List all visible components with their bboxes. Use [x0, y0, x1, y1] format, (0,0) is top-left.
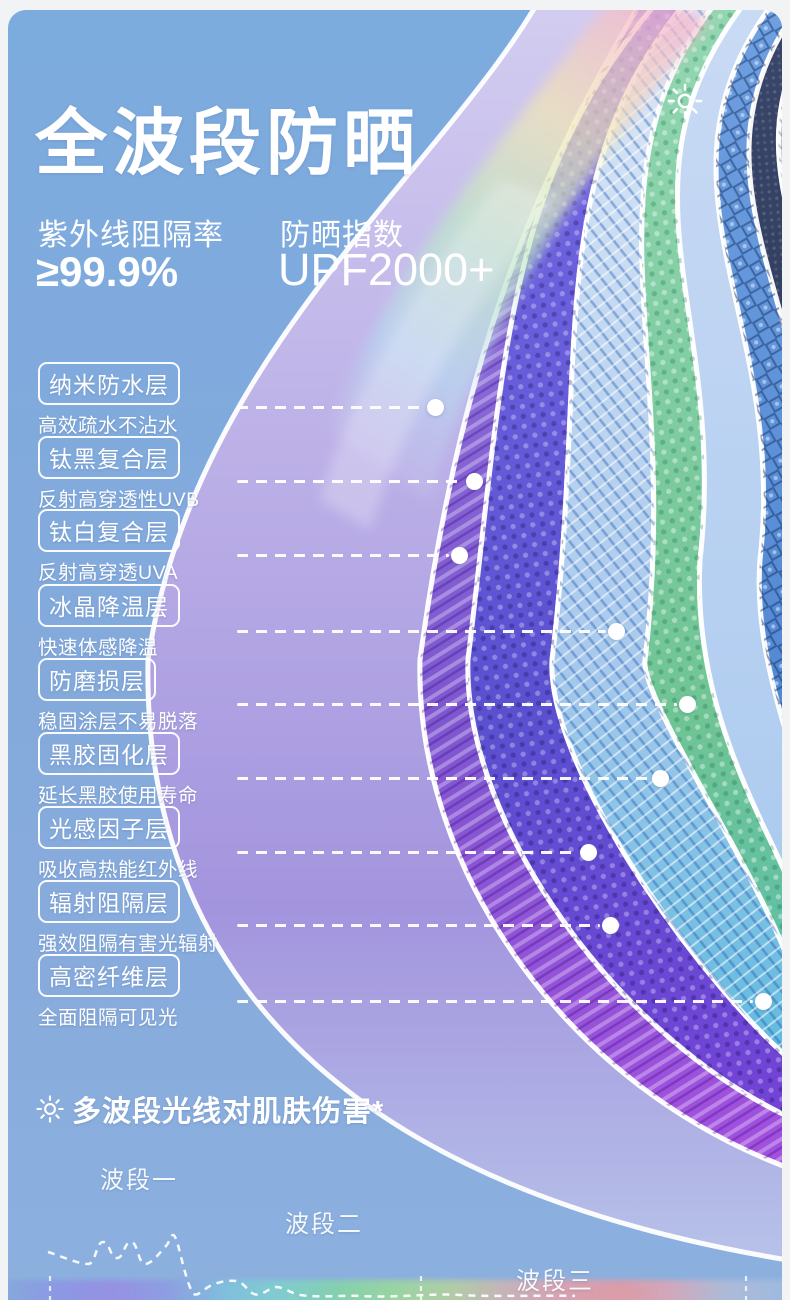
layer-row: 冰晶降温层 快速体感降温 [38, 584, 268, 660]
page-title: 全波段防晒 [35, 104, 421, 184]
layer-desc: 延长黑胶使用寿命 [38, 785, 199, 807]
layer-row: 光感因子层 吸收高热能红外线 [38, 806, 268, 882]
product-card [8, 10, 782, 1300]
damage-section-title: 多波段光线对肌肤伤害* [36, 1088, 384, 1130]
layer-name-badge: 辐射阻隔层 [38, 880, 180, 923]
uv-block-value: ≥99.9% [36, 248, 179, 295]
upf-value: UPF2000+ [278, 244, 495, 295]
umbrella-layers-illustration [8, 10, 782, 1300]
leader-dot [466, 473, 483, 490]
layer-row: 高密纤维层 全面阻隔可见光 [38, 954, 268, 1030]
layer-name-badge: 纳米防水层 [38, 362, 180, 405]
layer-row: 钛黑复合层 反射高穿透性UVB [38, 436, 268, 512]
layer-desc: 强效阻隔有害光辐射 [38, 933, 219, 955]
leader-line [237, 630, 606, 633]
layer-row: 黑胶固化层 延长黑胶使用寿命 [38, 732, 268, 808]
layer-desc: 全面阻隔可见光 [38, 1007, 179, 1029]
leader-dot [755, 993, 772, 1010]
layer-row: 纳米防水层 高效疏水不沾水 [38, 362, 268, 438]
leader-dot [580, 844, 597, 861]
band-label-1: 波段一 [100, 1167, 178, 1194]
leader-line [237, 703, 677, 706]
upf-label: 防晒指数 [280, 219, 404, 252]
leader-line [237, 1000, 753, 1003]
leader-dot [679, 696, 696, 713]
leader-line [237, 406, 425, 409]
layer-row: 防磨损层 稳固涂层不易脱落 [38, 658, 268, 734]
layer-name-badge: 黑胶固化层 [38, 732, 180, 775]
damage-title-text: 多波段光线对肌肤伤害* [72, 1096, 385, 1128]
layer-name-badge: 钛黑复合层 [38, 436, 180, 479]
band-label-2: 波段二 [285, 1211, 363, 1238]
layer-row: 钛白复合层 反射高穿透UVA [38, 509, 268, 585]
layer-desc: 反射高穿透UVA [38, 562, 179, 584]
leader-line [237, 924, 600, 927]
band-label-3: 波段三 [516, 1268, 594, 1295]
layer-desc: 稳固涂层不易脱落 [38, 711, 199, 733]
leader-line [237, 851, 578, 854]
layer-desc: 快速体感降温 [38, 637, 159, 659]
layer-desc: 吸收高热能红外线 [38, 859, 199, 881]
spectral-curve [47, 1233, 576, 1298]
leader-dot [652, 770, 669, 787]
leader-line [237, 554, 449, 557]
leader-line [237, 777, 650, 780]
layer-desc: 高效疏水不沾水 [38, 415, 179, 437]
layer-name-badge: 光感因子层 [38, 806, 180, 849]
layer-name-badge: 冰晶降温层 [38, 584, 180, 627]
layer-desc: 反射高穿透性UVB [38, 489, 200, 511]
layer-row: 辐射阻隔层 强效阻隔有害光辐射 [38, 880, 268, 956]
layer-name-badge: 防磨损层 [38, 658, 156, 701]
leader-dot [451, 547, 468, 564]
leader-dot [427, 399, 444, 416]
sun-icon [36, 1095, 64, 1123]
leader-dot [608, 623, 625, 640]
leader-line [237, 480, 464, 483]
layer-name-badge: 高密纤维层 [38, 954, 180, 997]
layer-name-badge: 钛白复合层 [38, 509, 180, 552]
leader-dot [602, 917, 619, 934]
uv-block-label: 紫外线阻隔率 [38, 219, 224, 252]
sun-icon [667, 83, 703, 119]
